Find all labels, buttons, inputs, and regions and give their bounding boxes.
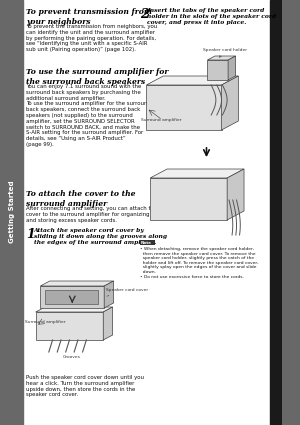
Bar	[0, 0, 23, 425]
Polygon shape	[104, 281, 114, 308]
Bar	[270, 0, 282, 425]
Text: You can enjoy 7.1 surround sound with the
surround back speakers by purchasing t: You can enjoy 7.1 surround sound with th…	[26, 84, 151, 147]
Polygon shape	[207, 56, 236, 60]
Bar	[45, 290, 98, 304]
Text: Attach the speaker cord cover by
sliding it down along the grooves along
the edg: Attach the speaker cord cover by sliding…	[34, 228, 167, 245]
Text: To prevent transmission from
your neighbors: To prevent transmission from your neighb…	[26, 8, 152, 25]
Text: Speaker cord cover: Speaker cord cover	[106, 288, 148, 296]
Polygon shape	[36, 312, 103, 340]
Text: Insert the tabs of the speaker cord
holder in the slots of the speaker cord
cove: Insert the tabs of the speaker cord hold…	[147, 8, 277, 25]
Bar	[23, 0, 270, 425]
Text: • When detaching, remove the speaker cord holder,
  then remove the speaker cord: • When detaching, remove the speaker cor…	[140, 247, 258, 279]
Polygon shape	[221, 76, 239, 130]
Polygon shape	[146, 85, 221, 130]
Polygon shape	[150, 169, 244, 178]
Polygon shape	[40, 286, 104, 308]
Polygon shape	[36, 307, 112, 312]
Text: Getting Started: Getting Started	[9, 181, 15, 244]
Text: Speaker cord holder: Speaker cord holder	[203, 48, 247, 57]
Polygon shape	[228, 56, 236, 80]
Text: 2: 2	[140, 8, 148, 21]
Text: Note: Note	[141, 241, 152, 244]
Text: To attach the cover to the
surround amplifier: To attach the cover to the surround ampl…	[26, 190, 136, 207]
Bar	[140, 240, 155, 245]
Text: 1: 1	[26, 228, 35, 241]
Polygon shape	[40, 281, 114, 286]
Text: To use the surround amplifier for
the surround back speakers: To use the surround amplifier for the su…	[26, 68, 169, 85]
Text: To prevent the transmission from neighbors, you
can identify the unit and the su: To prevent the transmission from neighbo…	[26, 24, 158, 52]
Polygon shape	[150, 178, 227, 220]
Text: Surround amplifier: Surround amplifier	[25, 320, 66, 324]
Polygon shape	[103, 307, 112, 340]
Text: After connecting and setting, you can attach the
cover to the surround amplifier: After connecting and setting, you can at…	[26, 206, 158, 223]
Text: Grooves: Grooves	[62, 355, 80, 359]
Polygon shape	[207, 60, 228, 80]
Text: Push the speaker cord cover down until you
hear a click. Turn the surround ampli: Push the speaker cord cover down until y…	[26, 375, 144, 397]
Polygon shape	[146, 76, 238, 85]
Polygon shape	[227, 169, 244, 220]
Text: Surround amplifier: Surround amplifier	[141, 118, 181, 122]
